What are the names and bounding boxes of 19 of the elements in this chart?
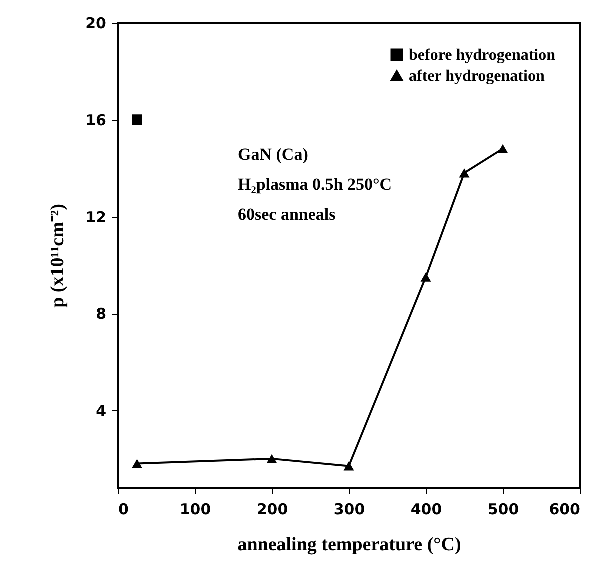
annotation: GaN (Ca) [238,145,308,164]
annotation: 60sec anneals [238,205,336,224]
x-tick-label: 200 [256,500,288,518]
x-tick-label: 600 [549,500,580,518]
y-tick-label: 12 [86,208,106,226]
y-tick-label: 4 [96,402,106,420]
y-tick-label: 8 [96,305,106,324]
legend-label: before hydrogenation [409,47,556,64]
x-axis-title: annealing temperature (°C) [238,534,462,556]
x-tick-label: 0 [118,500,129,518]
y-tick-label: 20 [86,14,106,32]
x-tick-label: 100 [180,500,212,518]
x-tick-label: 400 [410,500,442,518]
x-tick-label: 500 [488,500,520,518]
y-axis-title: p (x10¹¹cm⁻²) [48,204,69,308]
legend-label: after hydrogenation [409,68,545,85]
annotation: H₂plasma 0.5h 250°C [238,175,392,194]
x-tick-label: 300 [334,500,366,518]
y-tick-label: 16 [86,111,106,130]
